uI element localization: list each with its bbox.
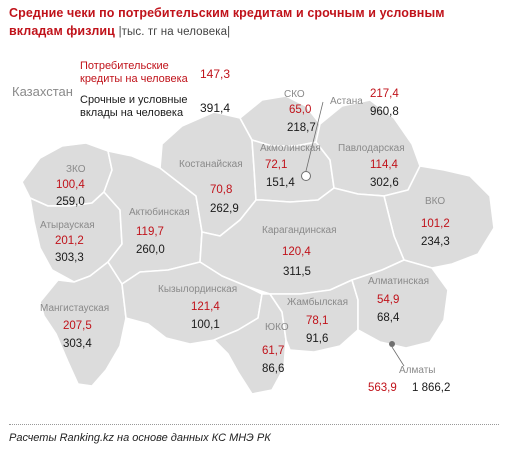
deposits-aktobe: 260,0	[136, 244, 165, 256]
deposits-zko: 259,0	[56, 196, 85, 208]
deposits-karaganda: 311,5	[283, 266, 311, 278]
region-name-almaty-obl: Алматинская	[368, 276, 429, 287]
legend-deposits-label: Срочные и условные вклады на человека	[80, 94, 188, 119]
deposits-zhambyl: 91,6	[306, 333, 329, 345]
region-name-pavlodar: Павлодарская	[338, 143, 405, 154]
loans-zhambyl: 78,1	[306, 315, 329, 327]
deposits-kyzylorda: 100,1	[191, 319, 220, 331]
region-name-aktobe: Актюбинская	[129, 207, 190, 218]
loans-pavlodar: 114,4	[370, 159, 398, 171]
region-name-yuko: ЮКО	[265, 322, 289, 333]
region-name-zhambyl: Жамбылская	[287, 297, 348, 308]
deposits-pavlodar: 302,6	[370, 177, 399, 189]
deposits-almaty: 1 866,2	[412, 382, 451, 394]
loans-almaty-obl: 54,9	[377, 294, 400, 306]
footer-divider	[9, 424, 499, 425]
loans-atyrau: 201,2	[55, 235, 84, 247]
title-main: Средние чеки по потребительским кредитам…	[9, 6, 445, 38]
region-name-karaganda: Карагандинская	[262, 225, 337, 236]
loans-sko: 65,0	[289, 104, 312, 116]
loans-kyzylorda: 121,4	[191, 301, 220, 313]
deposits-sko: 218,7	[287, 122, 316, 134]
region-name-astana: Астана	[330, 96, 363, 107]
legend-deposits-value: 391,4	[200, 101, 231, 115]
region-zhambyl	[269, 279, 359, 353]
region-name-akmola: Акмолинская	[260, 143, 321, 154]
region-almaty-obl	[351, 259, 449, 349]
region-name-vko: ВКО	[425, 196, 446, 207]
page-title: Средние чеки по потребительским кредитам…	[9, 4, 499, 41]
almaty-leader-line	[391, 346, 405, 367]
deposits-almaty-obl: 68,4	[377, 312, 400, 324]
loans-almaty: 563,9	[368, 382, 397, 394]
astana-city-icon	[301, 171, 311, 181]
deposits-yuko: 86,6	[262, 363, 285, 375]
loans-karaganda: 120,4	[282, 246, 311, 258]
deposits-vko: 234,3	[421, 236, 450, 248]
source-note: Расчеты Ranking.kz на основе данных КС М…	[9, 432, 271, 444]
loans-akmola: 72,1	[265, 159, 288, 171]
loans-yuko: 61,7	[262, 345, 285, 357]
loans-zko: 100,4	[56, 179, 85, 191]
legend-loans-value: 147,3	[200, 67, 231, 81]
region-mangistau	[39, 261, 127, 387]
loans-mangistau: 207,5	[63, 320, 92, 332]
region-name-kyzylorda: Кызылординская	[158, 284, 238, 295]
region-name-kostanay: Костанайская	[179, 159, 243, 170]
region-name-sko: СКО	[284, 89, 305, 100]
country-label: Казахстан	[12, 84, 73, 99]
region-name-mangistau: Мангистауская	[40, 303, 110, 314]
title-unit: |тыс. тг на человека|	[118, 26, 231, 38]
region-name-zko: ЗКО	[66, 164, 86, 175]
deposits-kostanay: 262,9	[210, 203, 239, 215]
deposits-akmola: 151,4	[266, 177, 295, 189]
astana-leader-line	[305, 101, 324, 172]
loans-vko: 101,2	[421, 218, 450, 230]
deposits-atyrau: 303,3	[55, 252, 84, 264]
almaty-city-icon	[389, 341, 395, 347]
deposits-astana: 960,8	[370, 106, 399, 118]
region-name-almaty: Алматы	[399, 365, 436, 376]
loans-aktobe: 119,7	[136, 226, 164, 238]
region-name-atyrau: Атырауская	[40, 220, 95, 231]
deposits-mangistau: 303,4	[63, 338, 92, 350]
loans-astana: 217,4	[370, 88, 399, 100]
legend-loans-label: Потребительские кредиты на человека	[80, 60, 188, 85]
loans-kostanay: 70,8	[210, 184, 233, 196]
